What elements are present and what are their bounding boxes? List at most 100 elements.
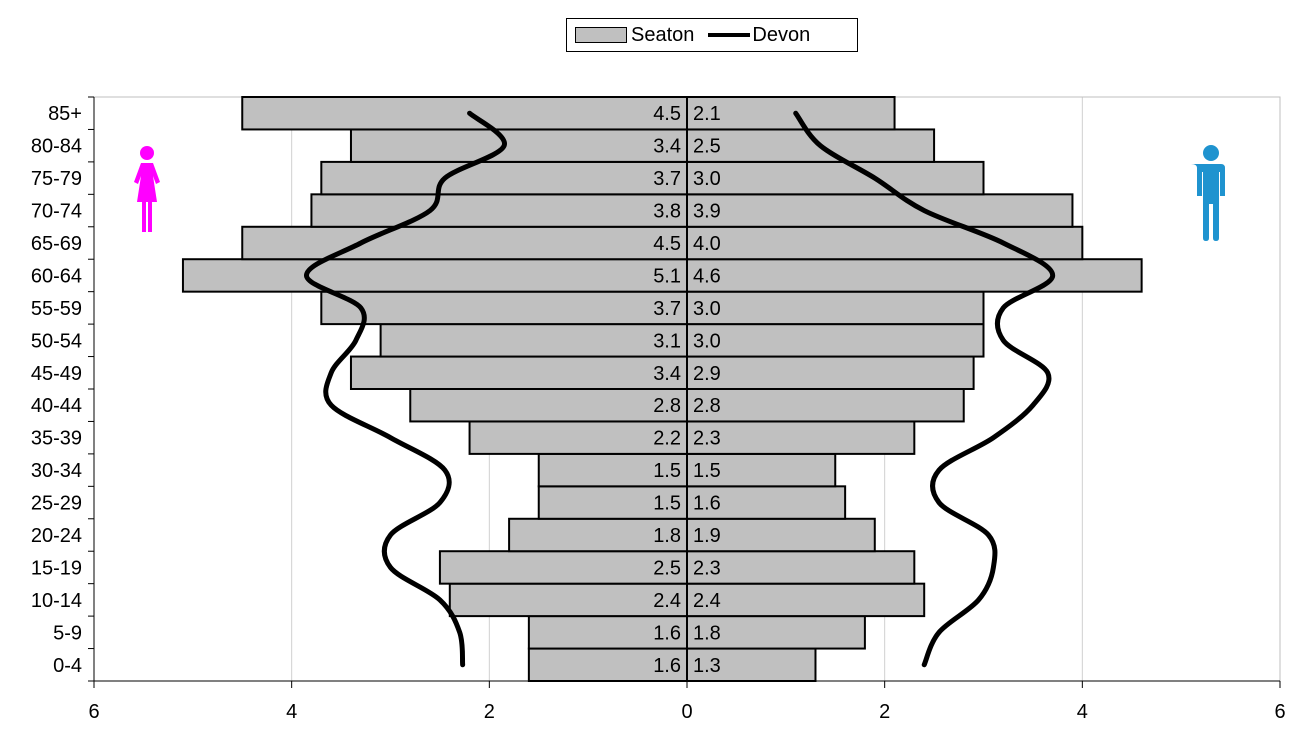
data-label-male: 3.0 xyxy=(693,330,721,352)
y-tick-label: 45-49 xyxy=(31,363,82,385)
bar-female-20-24 xyxy=(508,517,688,553)
data-label-female: 4.5 xyxy=(653,103,681,125)
axes: 6 4 2 0 2 4 6 0-4 5-9 10-14 15-19 20-24 25-29 30-34 35… xyxy=(31,96,1286,723)
x-tick-label: 2 xyxy=(879,701,890,723)
bar-female-80-84 xyxy=(349,128,688,163)
data-label-male: 2.4 xyxy=(693,590,721,612)
x-tick-label: 4 xyxy=(1077,701,1088,723)
data-label-male: 2.9 xyxy=(693,363,721,385)
x-tick-label: 6 xyxy=(88,701,99,723)
data-label-female: 1.5 xyxy=(653,460,681,482)
data-label-female: 1.8 xyxy=(653,525,681,547)
data-label-female: 2.4 xyxy=(653,590,681,612)
bar-female-35-39 xyxy=(468,420,689,455)
y-tick-label: 50-54 xyxy=(31,330,82,352)
y-tick-label: 10-14 xyxy=(31,590,82,612)
bar-female-85+ xyxy=(241,96,688,131)
bar-female-75-79 xyxy=(320,160,688,196)
bar-female-55-59 xyxy=(320,290,688,326)
legend-seaton-swatch xyxy=(575,27,627,43)
devon-line-male xyxy=(793,110,1056,668)
data-label-female: 2.5 xyxy=(653,557,681,579)
bar-male-35-39 xyxy=(686,420,916,455)
bar-male-70-74 xyxy=(686,193,1074,228)
data-label-female: 4.5 xyxy=(653,233,681,255)
bar-female-70-74 xyxy=(310,193,688,228)
bar-male-65-69 xyxy=(686,225,1084,261)
data-label-male: 2.5 xyxy=(693,136,721,158)
data-label-female: 3.8 xyxy=(653,201,681,223)
bar-male-60-64 xyxy=(686,258,1143,293)
bar-female-50-54 xyxy=(379,323,688,358)
devon-lines xyxy=(303,110,1056,668)
y-tick-label: 55-59 xyxy=(31,298,82,320)
female-figure-icon xyxy=(134,146,160,232)
data-label-female: 5.1 xyxy=(653,265,681,287)
data-label-male: 1.6 xyxy=(693,493,721,515)
data-label-male: 2.1 xyxy=(693,103,721,125)
bar-female-60-64 xyxy=(181,258,688,293)
data-label-male: 4.0 xyxy=(693,233,721,255)
x-tick-label: 0 xyxy=(681,701,692,723)
x-tick-label: 2 xyxy=(484,701,495,723)
bar-male-50-54 xyxy=(686,323,985,358)
bar-male-30-34 xyxy=(686,452,837,488)
data-label-female: 3.4 xyxy=(653,136,681,158)
data-label-male: 1.5 xyxy=(693,460,721,482)
bar-male-85+ xyxy=(686,96,896,131)
y-tick-label: 5-9 xyxy=(53,622,82,644)
legend-devon-label: Devon xyxy=(752,23,811,46)
bar-male-15-19 xyxy=(686,550,916,585)
devon-line-female xyxy=(303,110,507,668)
data-labels: 1.6 1.3 1.6 1.8 2.4 2.4 2.5 2.3 1.8 1.9 1.5 1.6 1.5 1… xyxy=(653,103,721,677)
bar-male-55-59 xyxy=(686,290,985,326)
data-label-female: 3.4 xyxy=(653,363,681,385)
bar-female-30-34 xyxy=(537,452,688,488)
legend-seaton-label: Seaton xyxy=(631,23,695,46)
legend: Seaton Devon xyxy=(566,18,858,52)
data-label-female: 2.8 xyxy=(653,395,681,417)
bar-male-45-49 xyxy=(686,355,975,390)
y-tick-label: 85+ xyxy=(48,103,82,125)
data-label-male: 1.8 xyxy=(693,622,721,644)
data-label-male: 3.0 xyxy=(693,168,721,190)
y-tick-label: 15-19 xyxy=(31,557,82,579)
bar-female-65-69 xyxy=(241,225,688,261)
data-label-male: 1.9 xyxy=(693,525,721,547)
y-tick-label: 75-79 xyxy=(31,168,82,190)
male-figure-icon xyxy=(1191,145,1225,241)
bar-male-75-79 xyxy=(686,160,985,196)
data-label-male: 1.3 xyxy=(693,655,721,677)
data-label-female: 2.2 xyxy=(653,428,681,450)
y-tick-label: 40-44 xyxy=(31,395,82,417)
data-label-female: 3.7 xyxy=(653,168,681,190)
bar-male-25-29 xyxy=(686,485,847,520)
data-label-female: 1.6 xyxy=(653,655,681,677)
y-tick-label: 35-39 xyxy=(31,428,82,450)
y-tick-label: 80-84 xyxy=(31,136,82,158)
y-tick-label: 20-24 xyxy=(31,525,82,547)
x-tick-label: 4 xyxy=(286,701,297,723)
bar-male-40-44 xyxy=(686,388,965,423)
y-tick-label: 0-4 xyxy=(53,655,82,677)
y-tick-label: 60-64 xyxy=(31,265,82,287)
data-label-female: 1.6 xyxy=(653,622,681,644)
bars xyxy=(181,96,1143,682)
bar-female-40-44 xyxy=(409,388,688,423)
data-label-female: 3.1 xyxy=(653,330,681,352)
bar-female-45-49 xyxy=(349,355,688,390)
data-label-male: 2.3 xyxy=(693,557,721,579)
y-tick-label: 65-69 xyxy=(31,233,82,255)
bar-male-5-9 xyxy=(686,615,866,650)
x-tick-label: 6 xyxy=(1274,701,1285,723)
y-tick-label: 30-34 xyxy=(31,460,82,482)
bar-female-15-19 xyxy=(438,550,688,585)
data-label-female: 1.5 xyxy=(653,493,681,515)
y-tick-label: 25-29 xyxy=(31,493,82,515)
y-tick-label: 70-74 xyxy=(31,201,82,223)
data-label-male: 3.9 xyxy=(693,201,721,223)
data-label-male: 2.3 xyxy=(693,428,721,450)
legend-devon-swatch xyxy=(708,33,751,37)
data-label-female: 3.7 xyxy=(653,298,681,320)
